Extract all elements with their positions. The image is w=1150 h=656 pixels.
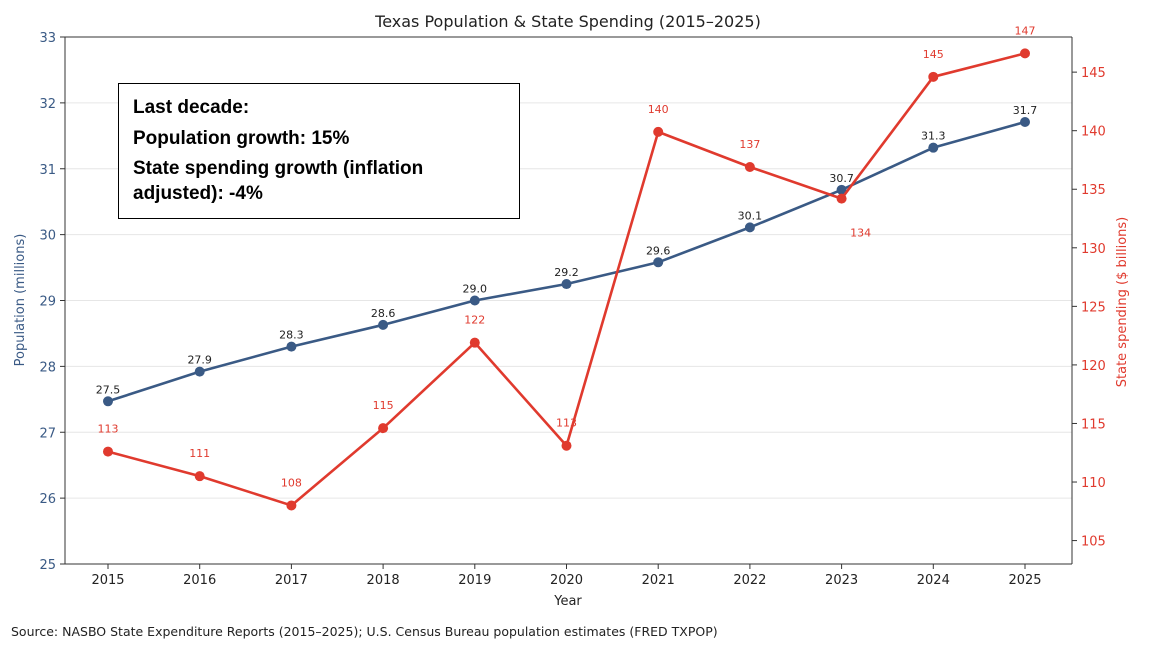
population-point	[194, 366, 205, 377]
population-data-label: 31.7	[1013, 104, 1038, 117]
right-tick-label: 105	[1081, 535, 1106, 550]
spending-point	[469, 337, 480, 348]
spending-data-label: 145	[923, 48, 944, 61]
x-tick-label: 2017	[275, 573, 308, 588]
population-data-label: 29.0	[463, 283, 488, 296]
chart-title: Texas Population & State Spending (2015–…	[374, 12, 761, 31]
left-tick-label: 30	[39, 229, 56, 244]
population-point	[378, 319, 389, 330]
spending-data-label: 113	[556, 417, 577, 430]
population-point	[928, 142, 939, 153]
spending-data-label: 137	[739, 138, 760, 151]
left-tick-label: 28	[39, 360, 56, 375]
population-point	[561, 279, 572, 290]
spending-point	[653, 126, 664, 137]
x-tick-label: 2025	[1008, 573, 1041, 588]
annotation-box: Last decade: Population growth: 15% Stat…	[118, 83, 520, 219]
x-axis-label: Year	[553, 594, 582, 609]
right-tick-label: 145	[1081, 66, 1106, 81]
population-data-label: 27.9	[187, 354, 212, 367]
population-data-label: 28.6	[371, 307, 396, 320]
population-data-label: 30.7	[829, 172, 854, 185]
right-tick-label: 110	[1081, 476, 1106, 491]
right-tick-label: 135	[1081, 183, 1106, 198]
spending-data-label: 122	[464, 314, 485, 327]
x-tick-label: 2022	[733, 573, 766, 588]
series	[103, 48, 1030, 511]
axes: 25 26 27 28 29 30 31 32 33 105 110 115 120 125 130 135 1…	[39, 31, 1105, 588]
x-tick-label: 2020	[550, 573, 583, 588]
spending-point	[103, 446, 113, 457]
source-note: Source: NASBO State Expenditure Reports …	[11, 624, 718, 639]
spending-point	[194, 471, 205, 482]
data-labels: 27.5 27.9 28.3 28.6 29.0 29.2 29.6 30.1 30.7 31.3…	[96, 24, 1038, 489]
spending-point	[561, 440, 572, 451]
spending-data-label: 111	[189, 447, 210, 460]
x-tick-label: 2016	[183, 573, 216, 588]
left-axis-label: Population (millions)	[13, 234, 28, 367]
spending-point	[928, 71, 939, 82]
spending-data-label: 134	[850, 227, 871, 240]
population-point	[653, 257, 664, 268]
spending-data-label: 147	[1015, 24, 1036, 37]
left-tick-label: 29	[39, 295, 56, 310]
x-tick-label: 2024	[917, 573, 950, 588]
population-data-label: 29.6	[646, 244, 671, 257]
left-tick-label: 31	[39, 163, 56, 178]
population-point	[286, 341, 297, 352]
population-data-label: 30.1	[738, 209, 763, 222]
right-tick-label: 125	[1081, 300, 1106, 315]
right-tick-label: 120	[1081, 359, 1106, 374]
spending-data-label: 140	[648, 103, 669, 116]
left-tick-label: 25	[39, 558, 56, 573]
population-data-label: 27.5	[96, 383, 121, 396]
left-tick-label: 32	[39, 97, 56, 112]
x-tick-label: 2019	[458, 573, 491, 588]
annotation-heading: Last decade:	[133, 97, 250, 118]
spending-data-label: 113	[98, 423, 119, 436]
population-point	[469, 295, 480, 306]
x-tick-label: 2023	[825, 573, 858, 588]
right-tick-label: 140	[1081, 125, 1106, 140]
spending-data-label: 108	[281, 476, 302, 489]
population-point	[103, 396, 113, 407]
population-data-label: 28.3	[279, 329, 304, 342]
x-tick-label: 2021	[642, 573, 675, 588]
spending-data-label: 115	[373, 399, 394, 412]
left-tick-label: 27	[39, 426, 56, 441]
x-tick-label: 2015	[91, 573, 124, 588]
spending-point	[286, 500, 297, 511]
spending-point	[378, 423, 389, 434]
population-point	[744, 222, 755, 233]
population-data-label: 31.3	[921, 130, 946, 143]
annotation-population-growth: Population growth: 15%	[133, 127, 350, 149]
spending-point	[836, 193, 847, 204]
population-data-label: 29.2	[554, 266, 579, 279]
population-point	[836, 184, 847, 195]
left-tick-label: 33	[39, 31, 56, 46]
annotation-spending-growth: State spending growth (inflation adjuste…	[133, 158, 424, 205]
left-tick-label: 26	[39, 492, 56, 507]
right-tick-label: 130	[1081, 242, 1106, 257]
population-point	[1020, 116, 1030, 127]
right-axis-label: State spending ($ billions)	[1115, 217, 1130, 388]
spending-point	[744, 161, 755, 172]
right-tick-label: 115	[1081, 417, 1106, 432]
spending-point	[1020, 48, 1030, 59]
x-tick-label: 2018	[367, 573, 400, 588]
